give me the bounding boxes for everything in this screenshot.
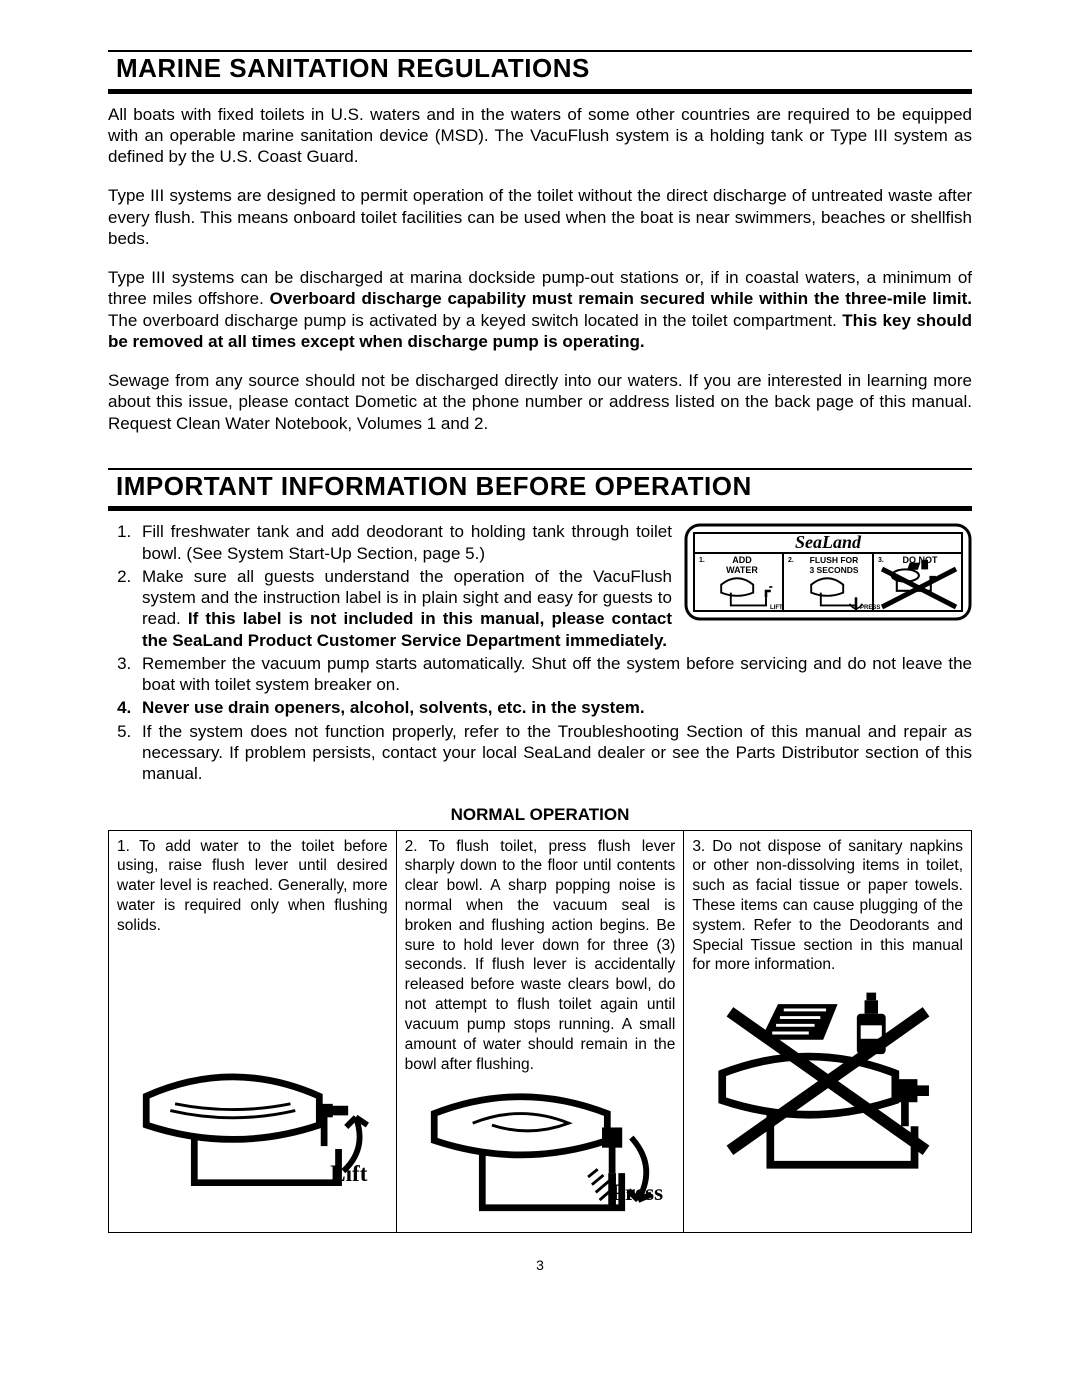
rule-thick-2 bbox=[108, 506, 972, 511]
op-figure-donot bbox=[692, 983, 963, 1183]
svg-text:PRESS: PRESS bbox=[860, 605, 880, 611]
op-figure-press-label: Press bbox=[611, 1180, 663, 1206]
list-item-3: Remember the vacuum pump starts automati… bbox=[136, 653, 972, 696]
para-s1-2: Type III systems are designed to permit … bbox=[108, 185, 972, 249]
svg-text:3.: 3. bbox=[878, 557, 884, 564]
op-cell-1-text: 1. To add water to the toilet before usi… bbox=[117, 837, 388, 1047]
list-item-5: If the system does not function properly… bbox=[136, 721, 972, 785]
page-number: 3 bbox=[108, 1257, 972, 1275]
svg-text:3 SECONDS: 3 SECONDS bbox=[809, 565, 858, 575]
svg-text:ADD: ADD bbox=[732, 555, 752, 565]
normal-operation-table: 1. To add water to the toilet before usi… bbox=[108, 830, 972, 1234]
svg-text:LIFT: LIFT bbox=[770, 605, 783, 611]
para-s1-3: Type III systems can be discharged at ma… bbox=[108, 267, 972, 352]
op-cell-1: 1. To add water to the toilet before usi… bbox=[109, 830, 397, 1233]
para-s1-4: Sewage from any source should not be dis… bbox=[108, 370, 972, 434]
heading-marine-sanitation: MARINE SANITATION REGULATIONS bbox=[116, 52, 972, 85]
op-cell-2: 2. To flush toilet, press flush lever sh… bbox=[396, 830, 684, 1233]
svg-text:1.: 1. bbox=[699, 557, 705, 564]
rule-thick-1 bbox=[108, 89, 972, 94]
list-item-3-text: Remember the vacuum pump starts automati… bbox=[142, 654, 972, 694]
list-item-5-text: If the system does not function properly… bbox=[142, 722, 972, 784]
para-s1-3c: The overboard discharge pump is activate… bbox=[108, 311, 842, 330]
list-item-2-text-b: If this label is not included in this ma… bbox=[142, 609, 672, 649]
svg-text:2.: 2. bbox=[788, 557, 794, 564]
op-figure-press: Press bbox=[405, 1082, 676, 1222]
para-s1-1: All boats with fixed toilets in U.S. wat… bbox=[108, 104, 972, 168]
op-cell-3: 3. Do not dispose of sanitary napkins or… bbox=[684, 830, 972, 1233]
op-cell-3-text: 3. Do not dispose of sanitary napkins or… bbox=[692, 837, 963, 976]
op-figure-lift: Lift bbox=[117, 1055, 388, 1195]
svg-text:WATER: WATER bbox=[726, 565, 758, 575]
list-item-4: Never use drain openers, alcohol, solven… bbox=[136, 697, 972, 718]
op-figure-lift-label: Lift bbox=[331, 1159, 368, 1185]
instruction-label-figure: SeaLand 1. ADD WATER LIFT 2. FLUSH FOR 3… bbox=[684, 523, 972, 626]
sealand-logo-text: SeaLand bbox=[795, 532, 862, 552]
para-s1-3b: Overboard discharge capability must rema… bbox=[270, 289, 972, 308]
svg-text:FLUSH FOR: FLUSH FOR bbox=[810, 555, 859, 565]
svg-text:DO NOT: DO NOT bbox=[903, 555, 939, 565]
list-item-1-text: Fill freshwater tank and add deodorant t… bbox=[142, 522, 672, 562]
list-item-4-text: Never use drain openers, alcohol, solven… bbox=[142, 698, 645, 717]
heading-important-info: IMPORTANT INFORMATION BEFORE OPERATION bbox=[116, 470, 972, 503]
op-cell-2-text: 2. To flush toilet, press flush lever sh… bbox=[405, 837, 676, 1075]
normal-operation-heading: NORMAL OPERATION bbox=[108, 804, 972, 825]
